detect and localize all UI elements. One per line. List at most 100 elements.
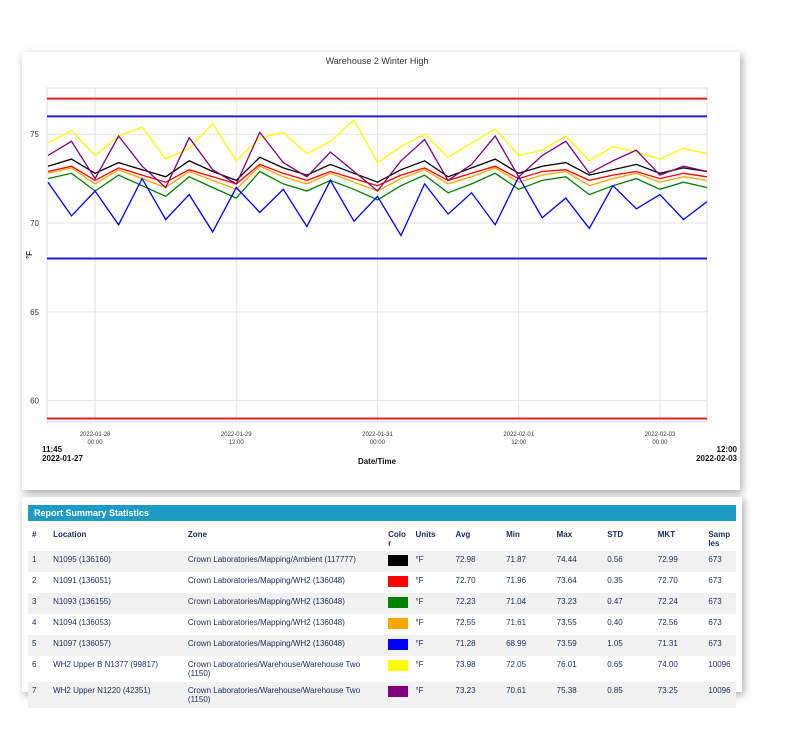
table-row: 5 N1097 (136057) Crown Laboratories/Mappin… xyxy=(28,635,736,656)
x-tick-label: 2022-02-03 00:00 xyxy=(645,432,676,446)
x-tick-label-text: 2022-01-31 00:00 xyxy=(362,432,393,446)
cell-location: WH2 Upper N1220 (42351) xyxy=(49,682,184,708)
cell-zone: Crown Laboratories/Mapping/WH2 (136048) xyxy=(183,593,385,614)
cell-zone: Crown Laboratories/Warehouse/Warehouse T… xyxy=(187,660,361,678)
series-line xyxy=(47,118,708,164)
cell-num: 2 xyxy=(32,576,37,585)
x-tick-label: 2022-01-29 12:00 xyxy=(221,432,252,446)
series-line xyxy=(47,131,708,192)
column-header: Max xyxy=(556,530,573,539)
cell-mkt: 73.25 xyxy=(653,682,705,708)
cell-avg: 73.98 xyxy=(455,660,476,669)
x-tick-label-text: 2022-02-01 12:00 xyxy=(503,432,534,446)
column-header: Location xyxy=(53,530,87,539)
cell-location: N1097 (136057) xyxy=(49,635,184,656)
chart-title: Warehouse 2 Winter High xyxy=(326,56,429,66)
cell-units: °F xyxy=(411,682,452,708)
color-swatch xyxy=(388,660,409,671)
cell-zone: Crown Laboratories/Mapping/WH2 (136048) xyxy=(187,618,345,627)
cell-units: °F xyxy=(415,576,424,585)
column-header: MKT xyxy=(657,530,676,539)
x-tick-label: 2022-01-31 00:00 xyxy=(362,432,393,446)
cell-samples: 673 xyxy=(708,576,722,585)
table-row: 7 WH2 Upper N1220 (42351) Crown Laboratori… xyxy=(28,682,736,708)
table-row: 1 N1095 (136160) Crown Laboratories/Mappin… xyxy=(28,551,736,572)
column-header: Zone xyxy=(187,530,208,539)
cell-zone: Crown Laboratories/Warehouse/Warehouse T… xyxy=(183,682,385,708)
table-row: 2 N1091 (136051) Crown Laboratories/Mappin… xyxy=(28,572,736,593)
table-row: 4 N1094 (136053) Crown Laboratories/Mappin… xyxy=(28,614,736,635)
cell-avg: 72.23 xyxy=(451,593,503,614)
column-header: Color xyxy=(388,530,406,548)
table-row: 3 N1093 (136155) Crown Laboratories/Mappin… xyxy=(28,593,736,614)
cell-min: 72.05 xyxy=(506,660,527,669)
cell-avg: 72.98 xyxy=(451,551,503,572)
cell-std: 0.35 xyxy=(607,576,623,585)
cell-max: 73.64 xyxy=(556,576,577,585)
cell-color xyxy=(384,682,412,708)
cell-samples: 673 xyxy=(704,635,736,656)
y-tick-label: 60 xyxy=(30,397,39,406)
cell-num: 5 xyxy=(28,635,50,656)
table-row: 6 WH2 Upper B N1377 (99817) Crown Laborato… xyxy=(28,656,736,682)
cell-location: N1093 (136155) xyxy=(49,593,184,614)
cell-std: 0.65 xyxy=(607,660,623,669)
x-tick-label-text: 2022-01-29 12:00 xyxy=(221,432,252,446)
cell-std: 1.05 xyxy=(603,635,654,656)
cell-num: 6 xyxy=(32,660,37,669)
column-header: Min xyxy=(506,530,520,539)
cell-min: 70.61 xyxy=(502,682,553,708)
color-swatch xyxy=(388,618,409,629)
cell-max: 74.44 xyxy=(552,551,604,572)
cell-num: 3 xyxy=(28,593,50,614)
cell-mkt: 72.70 xyxy=(657,576,678,585)
x-tick-label: 2022-01-28 00:00 xyxy=(80,432,111,446)
cell-mkt: 72.56 xyxy=(657,618,678,627)
cell-location: N1091 (136051) xyxy=(53,576,111,585)
cell-units: °F xyxy=(415,618,424,627)
chart: Warehouse 2 Winter High 60 65 70 75 2022-01-2… xyxy=(25,56,738,466)
y-tick-label: 75 xyxy=(30,130,39,139)
cell-std: 0.85 xyxy=(603,682,654,708)
cell-num: 1 xyxy=(28,551,50,572)
x-axis-label: Date/Time xyxy=(358,457,397,466)
color-swatch xyxy=(388,639,409,650)
cell-min: 71.96 xyxy=(506,576,527,585)
cell-units: °F xyxy=(411,635,452,656)
cell-samples: 673 xyxy=(708,618,722,627)
cell-mkt: 71.31 xyxy=(653,635,705,656)
cell-max: 73.55 xyxy=(556,618,577,627)
cell-color xyxy=(384,614,411,635)
cell-color xyxy=(384,551,412,572)
cell-avg: 73.23 xyxy=(451,682,503,708)
summary-table: # Location Zone Color Units Avg Min Max STD MKT Sa… xyxy=(28,527,736,708)
cell-samples: 673 xyxy=(704,551,736,572)
y-tick-label: 65 xyxy=(30,308,39,317)
cell-std: 0.47 xyxy=(603,593,654,614)
cell-max: 76.01 xyxy=(556,660,577,669)
cell-min: 71.04 xyxy=(502,593,553,614)
cell-location: WH2 Upper B N1377 (99817) xyxy=(53,660,159,669)
table-title: Report Summary Statistics xyxy=(28,505,736,521)
cell-color xyxy=(384,572,411,593)
cell-units: °F xyxy=(411,551,452,572)
color-swatch xyxy=(388,686,409,697)
column-header: STD xyxy=(607,530,624,539)
series-line xyxy=(47,170,708,201)
cell-std: 0.56 xyxy=(603,551,654,572)
color-swatch xyxy=(388,555,409,566)
cell-max: 73.23 xyxy=(552,593,604,614)
cell-color xyxy=(384,656,411,682)
cell-mkt: 72.24 xyxy=(653,593,705,614)
cell-samples: 10096 xyxy=(704,682,736,708)
y-axis-label: °F xyxy=(25,251,34,259)
cell-max: 75.38 xyxy=(552,682,604,708)
cell-zone: Crown Laboratories/Mapping/Ambient (1177… xyxy=(183,551,385,572)
color-swatch xyxy=(388,576,409,587)
cell-color xyxy=(384,593,412,614)
cell-num: 7 xyxy=(28,682,50,708)
cell-samples: 673 xyxy=(704,593,736,614)
series-line xyxy=(47,156,708,183)
column-header: Units xyxy=(415,530,436,539)
